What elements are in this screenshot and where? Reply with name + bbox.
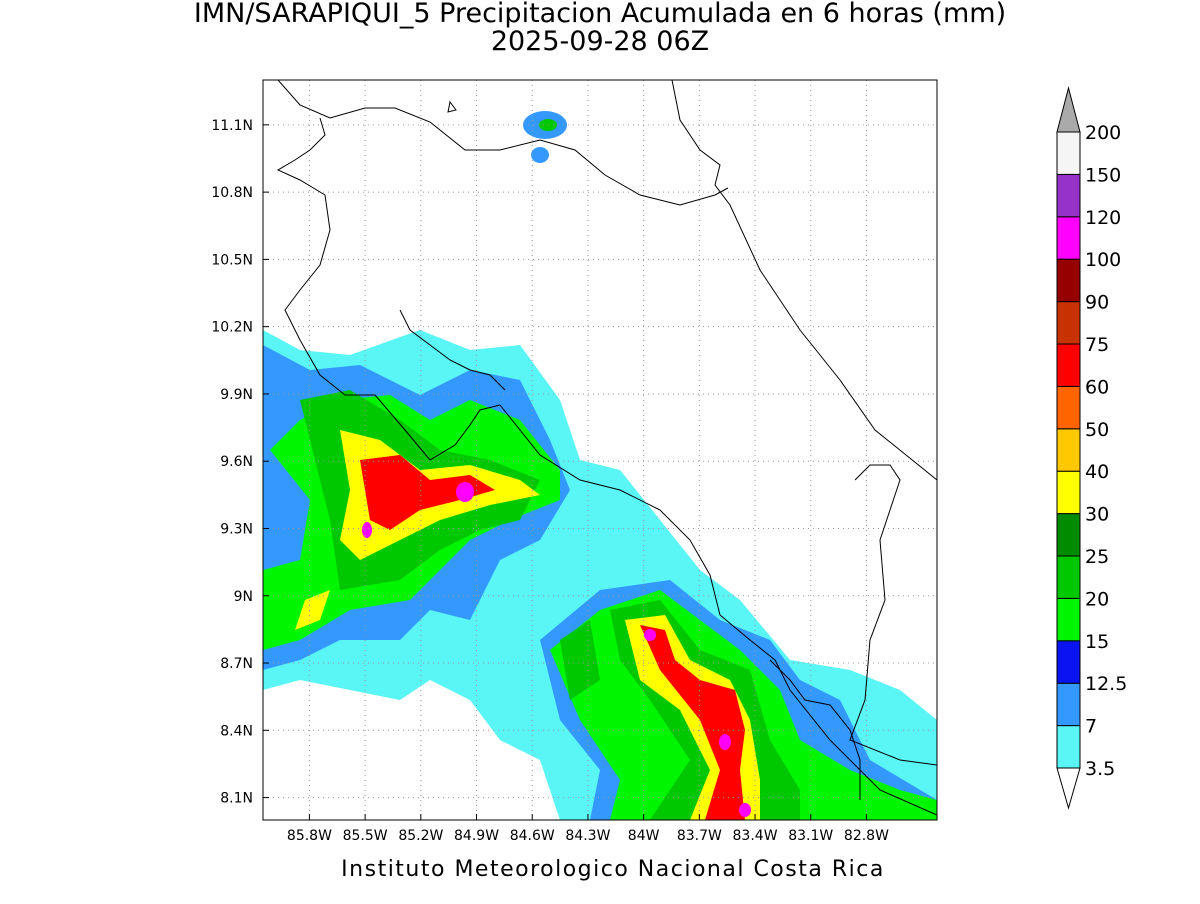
x-tick-label: 84.3W: [565, 828, 610, 844]
map-footer: Instituto Meteorologico Nacional Costa R…: [341, 857, 885, 882]
colorbar-label: 90: [1085, 292, 1109, 314]
precip-area: [362, 522, 372, 538]
colorbar-box: [1056, 513, 1081, 557]
colorbar-label: 50: [1085, 419, 1109, 441]
colorbar-box: [1056, 301, 1081, 345]
x-tick-label: 84.6W: [510, 828, 555, 844]
colorbar-over: [1056, 86, 1081, 133]
precip-area: [295, 590, 330, 630]
precip-area: [360, 455, 495, 530]
colorbar-label: 75: [1085, 334, 1109, 356]
y-tick-label: 9.3N: [220, 521, 253, 537]
precipitation-field: [263, 111, 937, 820]
colorbar-label: 150: [1085, 164, 1121, 186]
colorbar-label: 60: [1085, 376, 1109, 398]
colorbar-label: 3.5: [1085, 758, 1115, 780]
y-tick-label: 10.8N: [211, 185, 253, 201]
colorbar-label: 30: [1085, 504, 1109, 526]
colorbar-box: [1056, 173, 1081, 218]
colorbar-label: 40: [1085, 461, 1109, 483]
y-tick-label: 8.4N: [220, 723, 253, 739]
x-tick-label: 83.4W: [733, 828, 778, 844]
colorbar-box: [1056, 428, 1081, 472]
y-tick-label: 10.2N: [211, 320, 253, 336]
colorbar-box: [1056, 470, 1081, 515]
colorbar-box: [1056, 725, 1081, 769]
precip-area: [739, 803, 751, 817]
colorbar-box: [1056, 640, 1081, 684]
colorbar-label: 12.5: [1085, 673, 1127, 695]
precip-area: [644, 629, 656, 641]
x-tick-label: 85.5W: [343, 828, 388, 844]
x-tick-label: 84.9W: [454, 828, 499, 844]
y-tick-label: 9.6N: [220, 454, 253, 470]
colorbar-box: [1056, 385, 1081, 430]
colorbar-label: 15: [1085, 631, 1109, 653]
colorbar-label: 100: [1085, 249, 1121, 271]
colorbar-box: [1056, 682, 1081, 727]
x-tick-label: 82.8W: [844, 828, 889, 844]
x-tick-label: 84W: [628, 828, 660, 844]
colorbar-under: [1056, 767, 1081, 810]
precip-area: [456, 482, 474, 502]
precip-area: [560, 620, 600, 700]
colorbar-box: [1056, 131, 1081, 175]
colorbar-label: 120: [1085, 207, 1121, 229]
colorbar-box: [1056, 258, 1081, 303]
colorbar-box: [1056, 597, 1081, 642]
precip-area: [531, 147, 549, 163]
y-tick-label: 11.1N: [211, 118, 253, 134]
precip-area: [719, 734, 731, 750]
y-tick-label: 9.9N: [220, 387, 253, 403]
x-tick-label: 83.1W: [788, 828, 833, 844]
map-subtitle: 2025-09-28 06Z: [491, 26, 709, 57]
colorbar-label: 7: [1085, 716, 1097, 738]
y-tick-label: 9N: [234, 589, 253, 605]
colorbar-label: 25: [1085, 546, 1109, 568]
map-frame: [262, 79, 938, 821]
x-tick-label: 83.7W: [677, 828, 722, 844]
precip-area: [640, 625, 745, 820]
colorbar-box: [1056, 216, 1081, 260]
colorbar-label: 200: [1085, 122, 1121, 144]
y-tick-label: 10.5N: [211, 252, 253, 268]
colorbar-box: [1056, 555, 1081, 599]
x-tick-label: 85.8W: [287, 828, 332, 844]
y-tick-label: 8.7N: [220, 656, 253, 672]
map-title: IMN/SARAPIQUI_5 Precipitacion Acumulada …: [194, 0, 1006, 29]
coastlines: [276, 80, 937, 816]
x-tick-label: 85.2W: [398, 828, 443, 844]
y-tick-label: 8.1N: [220, 791, 253, 807]
colorbar-box: [1056, 343, 1081, 387]
colorbar-label: 20: [1085, 588, 1109, 610]
